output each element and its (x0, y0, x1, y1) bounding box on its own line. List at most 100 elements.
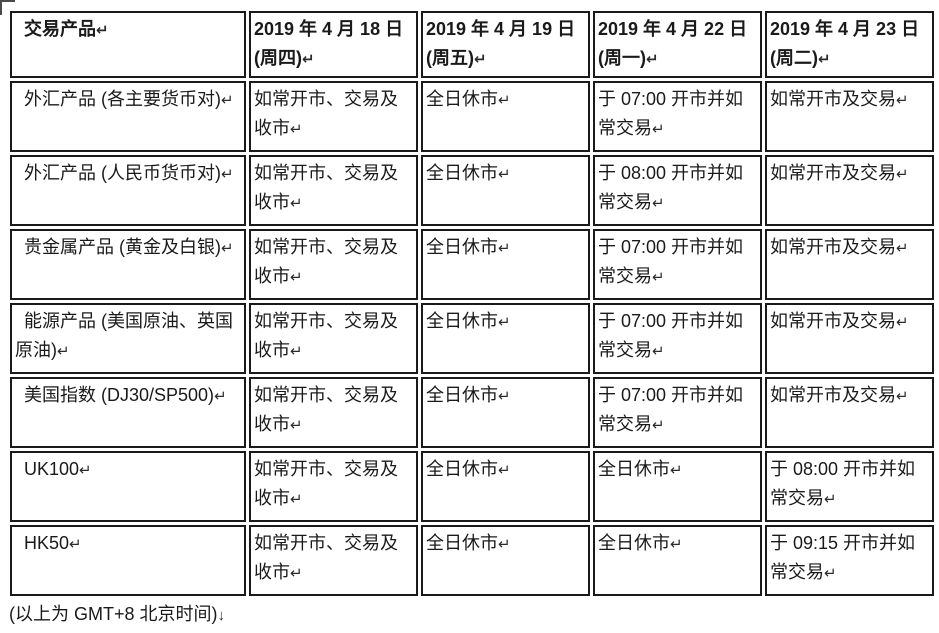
schedule-cell: 全日休市↵ (421, 229, 590, 300)
schedule-cell: 全日休市↵ (593, 525, 762, 596)
schedule-text: 全日休市 (426, 237, 498, 257)
header-product: 交易产品↵ (10, 11, 246, 78)
paragraph-mark: ↵ (290, 269, 303, 286)
row-precious-metals: 贵金属产品 (黄金及白银)↵ 如常开市、交易及收市↵ 全日休市↵ 于 07:00… (10, 229, 934, 300)
schedule-cell: 如常开市、交易及收市↵ (249, 155, 418, 226)
schedule-text: 全日休市 (598, 459, 670, 479)
schedule-cell: 于 07:00 开市并如常交易↵ (593, 229, 762, 300)
schedule-text: 全日休市 (426, 459, 498, 479)
paragraph-mark: ↵ (498, 166, 511, 183)
schedule-text: 如常开市及交易 (770, 163, 896, 183)
header-label: 交易产品 (24, 19, 96, 39)
schedule-cell: 全日休市↵ (593, 451, 762, 522)
product-cell: 能源产品 (美国原油、英国原油)↵ (10, 303, 246, 374)
schedule-text: 如常开市、交易及收市 (254, 163, 398, 212)
paragraph-mark: ↵ (652, 343, 665, 360)
header-apr22: 2019 年 4 月 22 日(周一)↵ (593, 11, 762, 78)
product-label: 贵金属产品 (黄金及白银) (24, 237, 221, 257)
paragraph-mark: ↵ (290, 417, 303, 434)
schedule-text: 全日休市 (426, 533, 498, 553)
paragraph-mark: ↵ (498, 240, 511, 257)
paragraph-mark: ↵ (221, 92, 234, 109)
paragraph-mark: ↵ (670, 536, 683, 553)
paragraph-mark: ↵ (498, 388, 511, 405)
schedule-text: 于 07:00 开市并如常交易 (598, 311, 744, 360)
paragraph-mark: ↵ (498, 536, 511, 553)
line-break-mark: ↓ (217, 607, 226, 624)
paragraph-mark: ↵ (290, 195, 303, 212)
paragraph-mark: ↵ (646, 51, 659, 68)
schedule-cell: 全日休市↵ (421, 377, 590, 448)
paragraph-mark: ↵ (652, 417, 665, 434)
schedule-text: 如常开市、交易及收市 (254, 459, 398, 508)
schedule-cell: 全日休市↵ (421, 303, 590, 374)
schedule-text: 如常开市、交易及收市 (254, 533, 398, 582)
paragraph-mark: ↵ (290, 121, 303, 138)
paragraph-mark: ↵ (96, 22, 109, 39)
schedule-cell: 于 09:15 开市并如常交易↵ (765, 525, 934, 596)
paragraph-mark: ↵ (824, 491, 837, 508)
schedule-text: 如常开市及交易 (770, 385, 896, 405)
product-label: 能源产品 (美国原油、英国原油) (15, 311, 233, 360)
paragraph-mark: ↵ (214, 388, 227, 405)
schedule-cell: 如常开市、交易及收市↵ (249, 303, 418, 374)
header-label: 2019 年 4 月 22 日(周一) (598, 19, 748, 68)
product-cell: 外汇产品 (各主要货币对)↵ (10, 81, 246, 152)
schedule-text: 如常开市、交易及收市 (254, 89, 398, 138)
paragraph-mark: ↵ (474, 51, 487, 68)
schedule-cell: 全日休市↵ (421, 451, 590, 522)
paragraph-mark: ↵ (221, 240, 234, 257)
product-cell: 美国指数 (DJ30/SP500)↵ (10, 377, 246, 448)
product-label: UK100 (24, 459, 80, 479)
row-forex-cny: 外汇产品 (人民币货币对)↵ 如常开市、交易及收市↵ 全日休市↵ 于 08:00… (10, 155, 934, 226)
product-cell: HK50↵ (10, 525, 246, 596)
paragraph-mark: ↵ (652, 121, 665, 138)
schedule-cell: 于 07:00 开市并如常交易↵ (593, 377, 762, 448)
paragraph-mark: ↵ (290, 491, 303, 508)
row-us-indices: 美国指数 (DJ30/SP500)↵ 如常开市、交易及收市↵ 全日休市↵ 于 0… (10, 377, 934, 448)
schedule-cell: 如常开市、交易及收市↵ (249, 451, 418, 522)
schedule-text: 于 08:00 开市并如常交易 (598, 163, 744, 212)
timezone-note: (以上为 GMT+8 北京时间)↓ (9, 602, 939, 628)
paragraph-mark: ↵ (79, 462, 92, 479)
table-handle-mark (0, 0, 15, 15)
paragraph-mark: ↵ (221, 166, 234, 183)
schedule-cell: 如常开市及交易↵ (765, 155, 934, 226)
row-energy: 能源产品 (美国原油、英国原油)↵ 如常开市、交易及收市↵ 全日休市↵ 于 07… (10, 303, 934, 374)
paragraph-mark: ↵ (818, 51, 831, 68)
paragraph-mark: ↵ (896, 240, 909, 257)
paragraph-mark: ↵ (498, 462, 511, 479)
schedule-cell: 于 07:00 开市并如常交易↵ (593, 81, 762, 152)
paragraph-mark: ↵ (896, 388, 909, 405)
paragraph-mark: ↵ (896, 92, 909, 109)
schedule-text: 全日休市 (426, 163, 498, 183)
schedule-text: 如常开市、交易及收市 (254, 311, 398, 360)
product-cell: 贵金属产品 (黄金及白银)↵ (10, 229, 246, 300)
schedule-text: 全日休市 (426, 385, 498, 405)
schedule-text: 如常开市及交易 (770, 311, 896, 331)
schedule-cell: 于 07:00 开市并如常交易↵ (593, 303, 762, 374)
schedule-text: 全日休市 (426, 89, 498, 109)
schedule-text: 于 09:15 开市并如常交易 (770, 533, 916, 582)
schedule-text: 全日休市 (426, 311, 498, 331)
schedule-cell: 如常开市、交易及收市↵ (249, 525, 418, 596)
paragraph-mark: ↵ (652, 195, 665, 212)
product-label: HK50 (24, 533, 70, 553)
schedule-text: 如常开市及交易 (770, 89, 896, 109)
product-cell: UK100↵ (10, 451, 246, 522)
paragraph-mark: ↵ (896, 166, 909, 183)
schedule-cell: 于 08:00 开市并如常交易↵ (593, 155, 762, 226)
schedule-cell: 如常开市及交易↵ (765, 377, 934, 448)
product-label: 外汇产品 (人民币货币对) (24, 163, 221, 183)
header-label: 2019 年 4 月 23 日(周二) (770, 19, 920, 68)
schedule-text: 如常开市、交易及收市 (254, 385, 398, 434)
schedule-text: 于 07:00 开市并如常交易 (598, 89, 744, 138)
row-forex-majors: 外汇产品 (各主要货币对)↵ 如常开市、交易及收市↵ 全日休市↵ 于 07:00… (10, 81, 934, 152)
timezone-note-text: (以上为 GMT+8 北京时间) (9, 604, 218, 624)
schedule-text: 如常开市及交易 (770, 237, 896, 257)
row-uk100: UK100↵ 如常开市、交易及收市↵ 全日休市↵ 全日休市↵ 于 08:00 开… (10, 451, 934, 522)
schedule-text: 全日休市 (598, 533, 670, 553)
paragraph-mark: ↵ (896, 314, 909, 331)
header-apr18: 2019 年 4 月 18 日(周四)↵ (249, 11, 418, 78)
